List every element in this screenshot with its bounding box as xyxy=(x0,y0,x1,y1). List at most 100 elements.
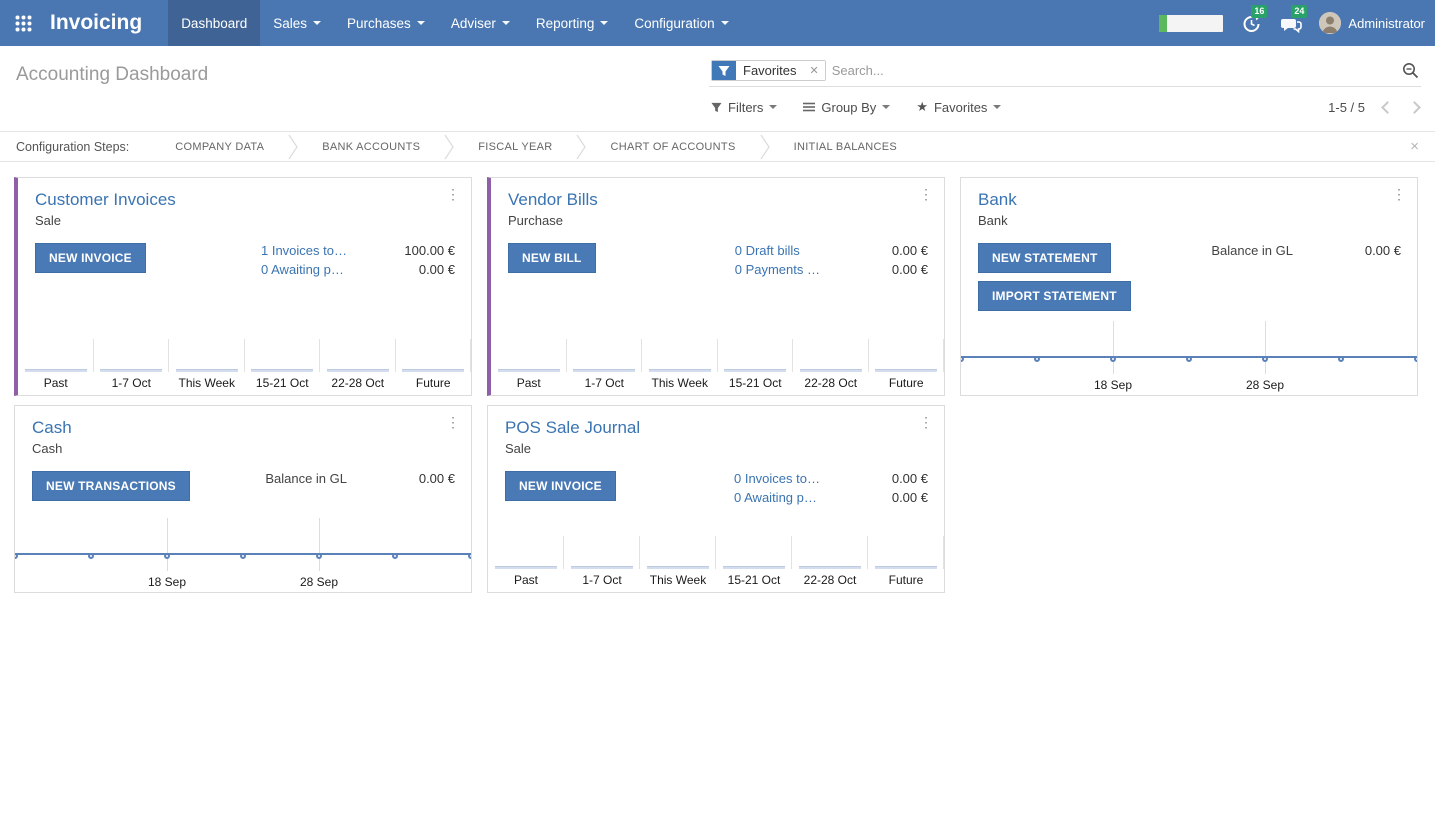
payments-link[interactable]: 0 Payments … xyxy=(734,262,820,277)
card-title-link[interactable]: Cash xyxy=(32,418,72,437)
chevron-down-icon xyxy=(882,105,891,109)
card-kebab-menu-icon[interactable]: ⋮ xyxy=(919,186,933,202)
card-title-link[interactable]: Customer Invoices xyxy=(35,190,176,209)
favorites-dropdown[interactable]: ★ Favorites xyxy=(916,99,1002,115)
bar-cell: 22-28 Oct xyxy=(793,331,869,395)
group-by-lines-icon xyxy=(803,102,816,112)
card-kebab-menu-icon[interactable]: ⋮ xyxy=(1392,186,1406,202)
search-facet-favorites[interactable]: Favorites ✕ xyxy=(711,60,826,81)
new-invoice-button[interactable]: NEW INVOICE xyxy=(505,471,616,501)
gridline xyxy=(319,518,320,571)
activity-count-badge: 16 xyxy=(1251,5,1268,18)
kanban-card-pos-sale-journal[interactable]: ⋮ POS Sale Journal Sale NEW INVOICE 0 In… xyxy=(487,405,945,593)
apps-grid-icon[interactable] xyxy=(0,0,46,46)
chevron-down-icon xyxy=(720,21,729,25)
menu-label: Purchases xyxy=(347,15,411,31)
sparkline-bar-chart: Past 1-7 Oct This Week 15-21 Oct 22-28 O… xyxy=(491,331,944,395)
card-header: Cash Cash xyxy=(15,406,471,456)
messages-chat-icon[interactable]: 24 xyxy=(1279,5,1308,35)
app-brand[interactable]: Invoicing xyxy=(50,11,143,34)
bar-cell: 22-28 Oct xyxy=(792,528,868,592)
step-separator-chevron-icon xyxy=(760,134,770,159)
data-point xyxy=(163,553,170,559)
card-subtitle: Purchase xyxy=(508,213,563,228)
kanban-card-vendor-bills[interactable]: ⋮ Vendor Bills Purchase NEW BILL 0 Draft… xyxy=(487,177,945,396)
bar-cell: 1-7 Oct xyxy=(567,331,642,395)
menu-purchases[interactable]: Purchases xyxy=(334,0,438,46)
chevron-down-icon xyxy=(993,105,1002,109)
timer-progress-bar xyxy=(1159,14,1224,32)
kanban-card-bank[interactable]: ⋮ Bank Bank NEW STATEMENT IMPORT STATEME… xyxy=(960,177,1418,396)
amount-value: 0.00 € xyxy=(891,471,928,486)
step-initial-balances[interactable]: INITIAL BALANCES xyxy=(793,140,898,153)
new-statement-button[interactable]: NEW STATEMENT xyxy=(978,243,1112,273)
filters-dropdown[interactable]: Filters xyxy=(711,100,778,115)
pager-previous-button[interactable] xyxy=(1381,100,1394,114)
card-body: NEW INVOICE 0 Invoices to… 0 Awaiting p…… xyxy=(488,456,944,505)
gridline xyxy=(1112,321,1114,374)
card-body: NEW STATEMENT IMPORT STATEMENT Balance i… xyxy=(961,228,1417,311)
close-icon[interactable]: × xyxy=(1410,138,1419,155)
data-point xyxy=(468,553,471,559)
messages-count-badge: 24 xyxy=(1291,5,1308,18)
draft-bills-link[interactable]: 0 Draft bills xyxy=(734,243,800,258)
x-tick-label: 22-28 Oct xyxy=(803,573,857,587)
step-fiscal-year[interactable]: FISCAL YEAR xyxy=(478,140,553,153)
new-bill-button[interactable]: NEW BILL xyxy=(508,243,596,273)
bar-cell: 1-7 Oct xyxy=(564,528,640,592)
x-tick-label: 1-7 Oct xyxy=(584,376,624,390)
filter-funnel-icon xyxy=(711,102,722,112)
x-tick-label: 22-28 Oct xyxy=(804,376,858,390)
import-statement-button[interactable]: IMPORT STATEMENT xyxy=(978,281,1131,311)
data-point xyxy=(1414,356,1417,362)
invoices-to-validate-link[interactable]: 1 Invoices to… xyxy=(261,243,347,258)
pager-next-button[interactable] xyxy=(1408,100,1421,114)
search-input[interactable] xyxy=(831,63,1402,78)
menu-label: Configuration xyxy=(634,15,715,31)
data-point xyxy=(961,356,964,362)
card-title-link[interactable]: POS Sale Journal xyxy=(505,418,641,437)
new-invoice-button[interactable]: NEW INVOICE xyxy=(35,243,146,273)
awaiting-payments-link[interactable]: 0 Awaiting p… xyxy=(261,262,344,277)
card-title-link[interactable]: Bank xyxy=(978,190,1017,209)
new-transactions-button[interactable]: NEW TRANSACTIONS xyxy=(32,471,190,501)
gridline xyxy=(1265,321,1266,374)
search-magnifier-icon[interactable] xyxy=(1402,62,1419,79)
menu-sales[interactable]: Sales xyxy=(260,0,334,46)
step-company-data[interactable]: COMPANY DATA xyxy=(175,140,265,153)
dashboard-kanban: ⋮ Customer Invoices Sale NEW INVOICE 1 I… xyxy=(0,162,1435,608)
awaiting-payments-link[interactable]: 0 Awaiting p… xyxy=(734,490,817,505)
data-point xyxy=(88,553,94,559)
bar-cell: 15-21 Oct xyxy=(245,331,320,395)
data-point xyxy=(316,553,322,559)
kanban-card-customer-invoices[interactable]: ⋮ Customer Invoices Sale NEW INVOICE 1 I… xyxy=(14,177,472,396)
data-point xyxy=(1034,356,1040,362)
facet-remove-icon[interactable]: ✕ xyxy=(803,61,825,80)
menu-label: Dashboard xyxy=(181,15,248,31)
username: Administrator xyxy=(1348,15,1425,31)
kanban-card-cash[interactable]: ⋮ Cash Cash NEW TRANSACTIONS Balance in … xyxy=(14,405,472,593)
chevron-down-icon xyxy=(501,21,510,25)
menu-adviser[interactable]: Adviser xyxy=(438,0,523,46)
activity-clock-icon[interactable]: 16 xyxy=(1239,5,1268,35)
invoices-to-validate-link[interactable]: 0 Invoices to… xyxy=(734,471,820,486)
card-kebab-menu-icon[interactable]: ⋮ xyxy=(919,414,933,430)
search-bar[interactable]: Favorites ✕ xyxy=(709,58,1421,87)
balance-in-gl-label: Balance in GL xyxy=(1211,243,1293,258)
step-bank-accounts[interactable]: BANK ACCOUNTS xyxy=(322,140,421,153)
search-panel: Favorites ✕ Filters Group By ★ Favorites xyxy=(709,58,1421,131)
group-by-dropdown[interactable]: Group By xyxy=(803,100,891,115)
x-tick-label: 15-21 Oct xyxy=(728,376,782,390)
card-kebab-menu-icon[interactable]: ⋮ xyxy=(446,186,460,202)
step-chart-of-accounts[interactable]: CHART OF ACCOUNTS xyxy=(610,140,736,153)
menu-dashboard[interactable]: Dashboard xyxy=(168,0,261,46)
card-subtitle: Sale xyxy=(505,441,532,456)
step-separator-chevron-icon xyxy=(576,134,587,159)
card-title-link[interactable]: Vendor Bills xyxy=(508,190,598,209)
menu-reporting[interactable]: Reporting xyxy=(523,0,622,46)
user-menu[interactable]: Administrator xyxy=(1319,12,1425,34)
card-kebab-menu-icon[interactable]: ⋮ xyxy=(446,414,460,430)
x-tick-label: 28 Sep xyxy=(299,575,339,589)
control-panel: Accounting Dashboard Favorites ✕ Filters xyxy=(0,46,1435,131)
menu-configuration[interactable]: Configuration xyxy=(621,0,741,46)
